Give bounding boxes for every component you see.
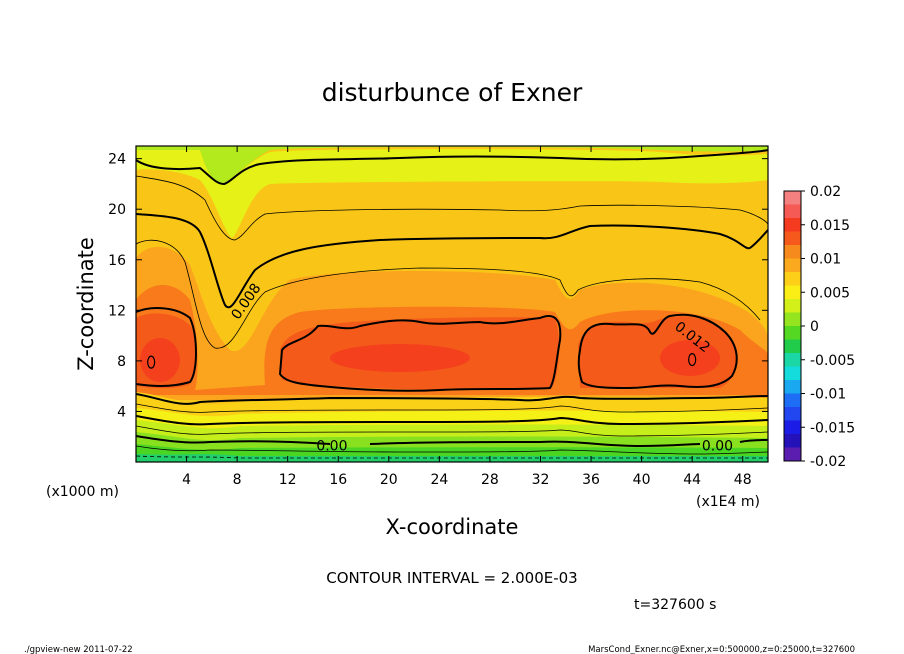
colorbar-label: 0.015 [810, 218, 850, 234]
y-unit-label: (x1000 m) [46, 484, 119, 500]
colorbar-swatch [784, 339, 801, 354]
colorbar-label: 0 [810, 319, 819, 335]
contour-line [136, 175, 768, 241]
colorbar-label: -0.02 [810, 454, 846, 470]
field-layer-top-lime [136, 149, 768, 238]
colorbar-swatch [784, 218, 801, 232]
x-tick-label: 12 [279, 472, 297, 488]
field-layer-top-green [136, 146, 768, 184]
x-tick-label: 4 [182, 472, 191, 488]
max-contour-marker [688, 353, 697, 367]
contour-line [136, 425, 768, 437]
x-tick-label: 32 [532, 472, 550, 488]
contour-line [278, 315, 562, 392]
footer-right-note: MarsCond_Exner.nc@Exner,x=0:500000,z=0:2… [588, 645, 855, 654]
max-markers [147, 353, 697, 369]
contour-line [136, 435, 768, 448]
colorbar: 0.02 0.015 0.01 0.005 0 -0.005 -0.01 -0.015 -0.0… [783, 184, 855, 470]
colorbar-swatch [784, 245, 801, 259]
field-hotspot-center [330, 344, 470, 372]
contour-value-label: 0.00 [316, 439, 347, 455]
colorbar-label: -0.01 [810, 387, 846, 403]
contour-line [577, 313, 738, 390]
y-tick-label: 8 [117, 354, 126, 370]
contour-line [136, 415, 768, 426]
colorbar-swatch [784, 191, 801, 205]
contour-line [136, 393, 768, 405]
colorbar-swatch [784, 299, 801, 313]
y-tick-label: 4 [117, 404, 126, 420]
contour-line [136, 445, 768, 455]
x-tick-label: 16 [329, 472, 347, 488]
colorbar-swatch [784, 407, 801, 421]
contour-line [136, 213, 768, 309]
colorbar-label: -0.015 [810, 420, 855, 436]
y-tick-label: 16 [108, 253, 126, 269]
colorbar-swatch [784, 366, 801, 381]
y-axis-label: Z-coordinate [74, 237, 98, 371]
x-axis-label: X-coordinate [386, 515, 519, 539]
colorbar-label: 0.005 [810, 285, 850, 301]
contour-line [136, 403, 768, 413]
x-tick-label: 28 [481, 472, 499, 488]
x-tick-label: 20 [380, 472, 398, 488]
colorbar-label: 0.01 [810, 252, 841, 268]
colorbar-swatch [784, 420, 801, 435]
chart-title: disturbunce of Exner [322, 78, 583, 107]
plot-area [136, 146, 768, 462]
x-tick-label: 8 [233, 472, 242, 488]
colorbar-swatch [784, 231, 801, 246]
contour-line [136, 307, 197, 387]
x-tick-label: 44 [683, 472, 701, 488]
colorbar-swatch [784, 258, 801, 273]
field-hotspot-right [660, 340, 720, 376]
colorbar-swatch [784, 326, 801, 340]
colorbar-swatch [784, 353, 801, 367]
plot-frame [135, 145, 769, 463]
x-tick-label: 36 [582, 472, 600, 488]
y-axis: 4 8 12 16 20 24 [108, 152, 768, 420]
y-tick-label: 20 [108, 202, 126, 218]
field-hotspot-left [140, 338, 180, 382]
y-tick-label: 12 [108, 303, 126, 319]
colorbar-swatch [784, 393, 801, 408]
x-unit-label: (x1E4 m) [696, 494, 760, 510]
y-tick-label: 24 [108, 152, 126, 168]
x-tick-label: 48 [734, 472, 752, 488]
colorbar-swatch [784, 447, 801, 462]
colorbar-swatch [784, 380, 801, 394]
x-axis: 4 8 12 16 20 24 28 32 36 40 44 48 [182, 146, 752, 488]
x-tick-label: 24 [430, 472, 448, 488]
contour-line [136, 455, 768, 459]
colorbar-label: -0.005 [810, 353, 855, 369]
colorbar-swatch [784, 204, 801, 219]
colorbar-swatch [784, 272, 801, 286]
contour-value-label: 0.00 [702, 439, 733, 455]
colorbar-label: 0.02 [810, 184, 841, 200]
colorbar-swatch [784, 285, 801, 300]
contour-line [136, 239, 761, 349]
contour-line [136, 149, 768, 186]
x-tick-label: 40 [633, 472, 651, 488]
colorbar-swatch [784, 312, 801, 327]
time-text: t=327600 s [634, 597, 716, 613]
colorbar-swatch [784, 434, 801, 448]
footer-left-note: ./gpview-new 2011-07-22 [24, 645, 133, 654]
contour-interval-text: CONTOUR INTERVAL = 2.000E-03 [326, 569, 577, 587]
max-contour-marker [147, 355, 156, 369]
